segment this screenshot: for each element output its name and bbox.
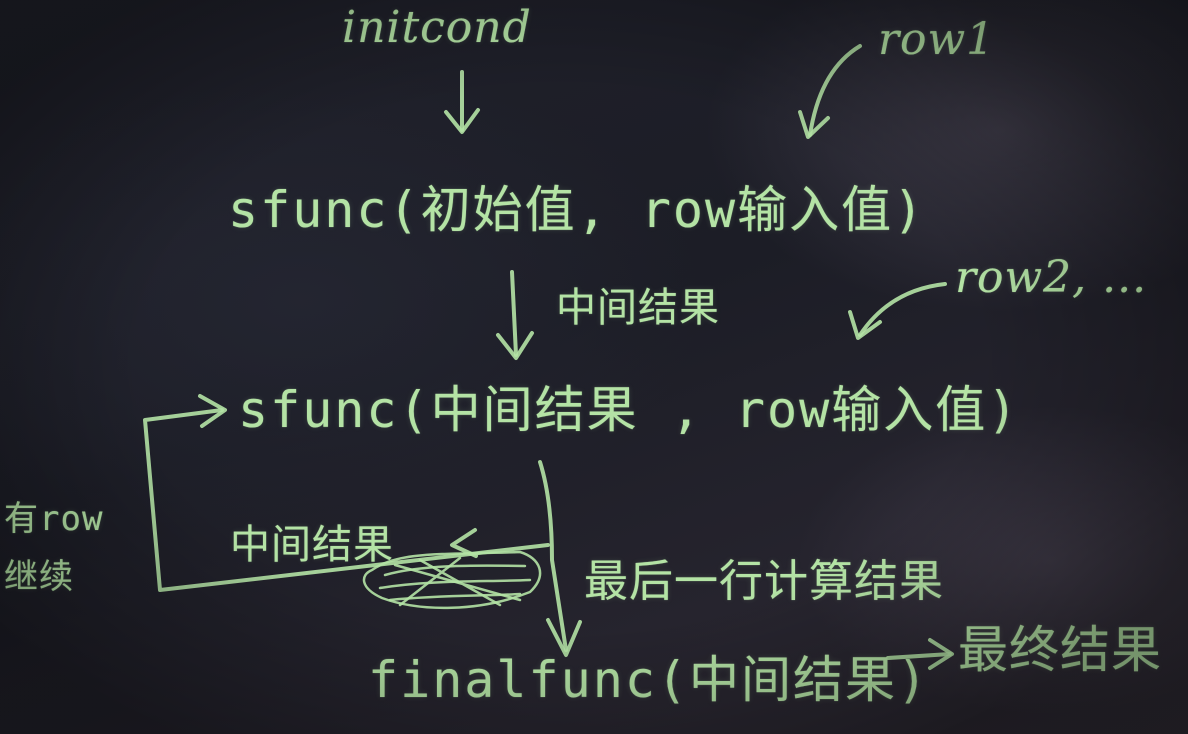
label-row1: row1	[878, 14, 996, 65]
label-has-row-continue: 有row 继续	[4, 499, 104, 597]
arrow-row1	[798, 44, 862, 139]
erased-scribble	[362, 550, 542, 610]
label-sfunc-loop: sfunc(中间结果 , row输入值)	[238, 381, 1020, 439]
label-last-row-result: 最后一行计算结果	[584, 556, 944, 607]
arrow-row2	[848, 282, 947, 340]
label-row2: row2, ...	[955, 252, 1148, 303]
label-finalfunc: finalfunc(中间结果)	[368, 651, 930, 709]
label-mid-result-down: 中间结果	[556, 285, 720, 331]
arrow-loop-back	[143, 394, 550, 592]
label-sfunc-first: sfunc(初始值, row输入值)	[228, 181, 926, 239]
arrow-down-to-final	[538, 460, 582, 657]
arrow-to-final-result	[886, 638, 954, 670]
arrow-initcond-down	[444, 70, 480, 134]
label-mid-result-back: 中间结果	[230, 522, 394, 568]
arrow-mid-down	[496, 270, 534, 360]
label-initcond: initcond	[342, 2, 532, 53]
label-final-result: 最终结果	[958, 621, 1162, 679]
